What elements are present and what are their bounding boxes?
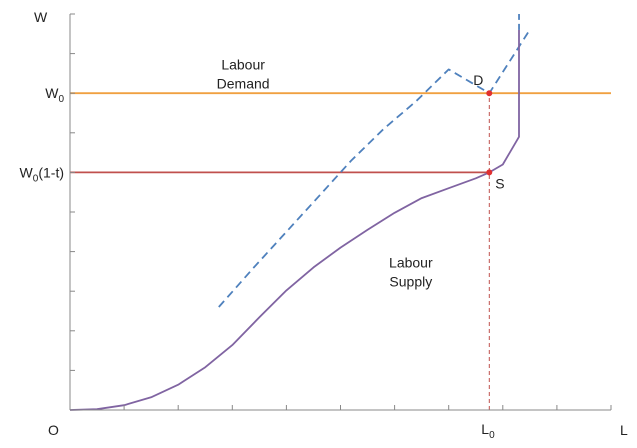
annotation-0-line-0: Labour bbox=[221, 56, 265, 72]
point-s bbox=[486, 169, 493, 176]
axes bbox=[69, 13, 612, 411]
annotation-1-line-0: Labour bbox=[389, 254, 433, 270]
annotation-1-line-1: Supply bbox=[389, 273, 432, 289]
point-label-s: S bbox=[495, 175, 504, 191]
series-layer bbox=[69, 14, 611, 411]
point-markers bbox=[486, 90, 493, 176]
text-labels: W0 W0(1-t) L0 W L O D S Labour Demand Labour Supply bbox=[20, 9, 628, 441]
annotation-0-line-1: Demand bbox=[217, 75, 270, 91]
gross-supply-curve bbox=[218, 29, 531, 308]
point-d bbox=[486, 90, 493, 97]
x-axis-label: L bbox=[620, 422, 628, 438]
y-tick-label-0: W0 bbox=[45, 85, 64, 105]
y-axis-label: W bbox=[34, 9, 48, 25]
point-label-d: D bbox=[473, 72, 483, 88]
net-supply-curve bbox=[69, 29, 520, 411]
x-tick-label-0: L0 bbox=[481, 421, 495, 441]
y-tick-label-1: W0(1-t) bbox=[20, 164, 64, 184]
origin-label: O bbox=[48, 422, 59, 438]
